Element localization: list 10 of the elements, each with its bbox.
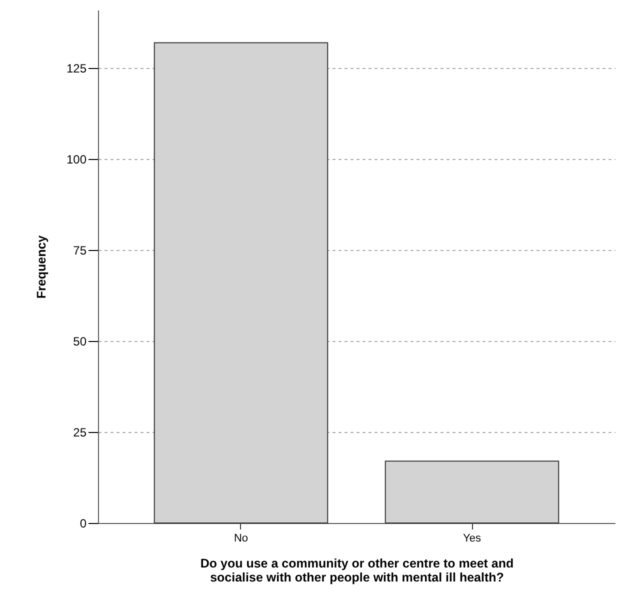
y-tick-label: 25 <box>73 426 87 440</box>
x-tick-label: Yes <box>463 532 482 544</box>
y-tick-label: 125 <box>66 62 87 76</box>
y-tick-label: 75 <box>73 244 87 258</box>
y-tick-label: 0 <box>80 516 87 530</box>
x-tick-label: No <box>234 532 248 544</box>
x-axis-title: Do you use a community or other centre to meet and socialise with other people with mental ill health? <box>200 556 514 584</box>
y-axis-title: Frequency <box>34 235 48 299</box>
y-tick-label: 50 <box>73 334 87 349</box>
y-tick-label: 100 <box>66 152 87 167</box>
